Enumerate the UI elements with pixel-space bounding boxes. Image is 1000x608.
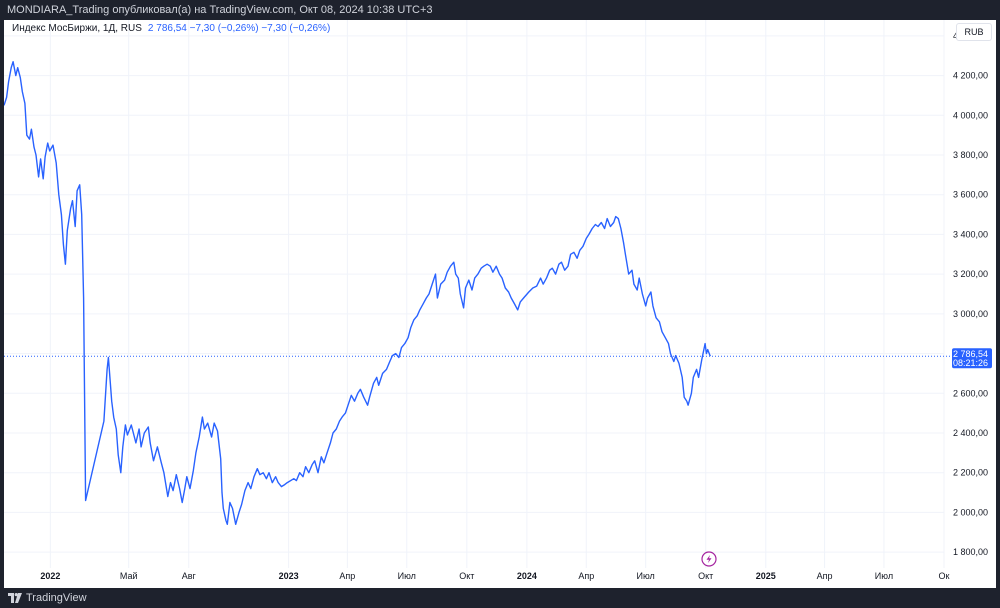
price-tick-label: 3 800,00 (953, 150, 988, 160)
time-tick-label: 2024 (517, 571, 537, 581)
price-chart[interactable]: 1 800,00 2 000,00 2 200,00 2 400,00 2 600,00… (4, 20, 996, 588)
price-badge-timer: 08:21:26 (953, 358, 988, 368)
price-tick-label: 3 400,00 (953, 229, 988, 239)
footer-brand: TradingView (26, 592, 87, 604)
time-tick-label: Окт (459, 571, 474, 581)
chart-area[interactable]: 1 800,00 2 000,00 2 200,00 2 400,00 2 600,00… (4, 20, 996, 588)
price-badge-value: 2 786,54 (953, 349, 988, 359)
time-tick-label: Апр (578, 571, 594, 581)
price-tick-label: 2 600,00 (953, 388, 988, 398)
time-tick-label: Апр (339, 571, 355, 581)
legend-symbol: Индекс МосБиржи, 1Д, RUS (12, 23, 142, 34)
price-tick-label: 3 200,00 (953, 269, 988, 279)
price-tick-label: 3 000,00 (953, 309, 988, 319)
price-tick-label: 1 800,00 (953, 547, 988, 557)
price-axis: 1 800,00 2 000,00 2 200,00 2 400,00 2 600,00… (953, 31, 988, 557)
tradingview-logo-icon (8, 593, 22, 603)
price-tick-label: 2 000,00 (953, 507, 988, 517)
legend-values: 2 786,54 −7,30 (−0,26%) −7,30 (−0,26%) (147, 23, 331, 34)
time-tick-label: Июл (637, 571, 655, 581)
time-axis: 2022 Май Авг 2023 Апр Июл Окт 2024 Апр Июл Окт 2025… (40, 571, 949, 581)
chart-legend: Индекс МосБиржи, 1Д, RUS 2 786,54 −7,30 (… (12, 23, 330, 34)
time-tick-label: Июл (875, 571, 893, 581)
time-tick-label: 2025 (756, 571, 776, 581)
price-tick-label: 3 600,00 (953, 190, 988, 200)
time-tick-label: 2022 (40, 571, 60, 581)
currency-button[interactable]: RUB (956, 23, 992, 41)
price-tick-label: 2 200,00 (953, 468, 988, 478)
price-tick-label: 4 000,00 (953, 110, 988, 120)
time-tick-label: 2023 (279, 571, 299, 581)
footer-bar: TradingView (0, 588, 1000, 608)
price-tick-label: 4 200,00 (953, 71, 988, 81)
publisher-title: MONDIARA_Trading опубликовал(а) на Tradi… (7, 4, 433, 16)
time-tick-label: Авг (182, 571, 197, 581)
time-tick-label: Окт (698, 571, 713, 581)
price-badge-bg (952, 348, 992, 369)
time-tick-label: Апр (817, 571, 833, 581)
price-tick-label: 2 400,00 (953, 428, 988, 438)
time-tick-label: Июл (398, 571, 416, 581)
grid-layer (4, 20, 945, 568)
publisher-bar: MONDIARA_Trading опубликовал(а) на Tradi… (0, 0, 1000, 20)
time-tick-label: Май (120, 571, 138, 581)
lightning-icon[interactable] (701, 551, 717, 567)
series-line (4, 61, 711, 525)
time-tick-label: Ок (939, 571, 950, 581)
